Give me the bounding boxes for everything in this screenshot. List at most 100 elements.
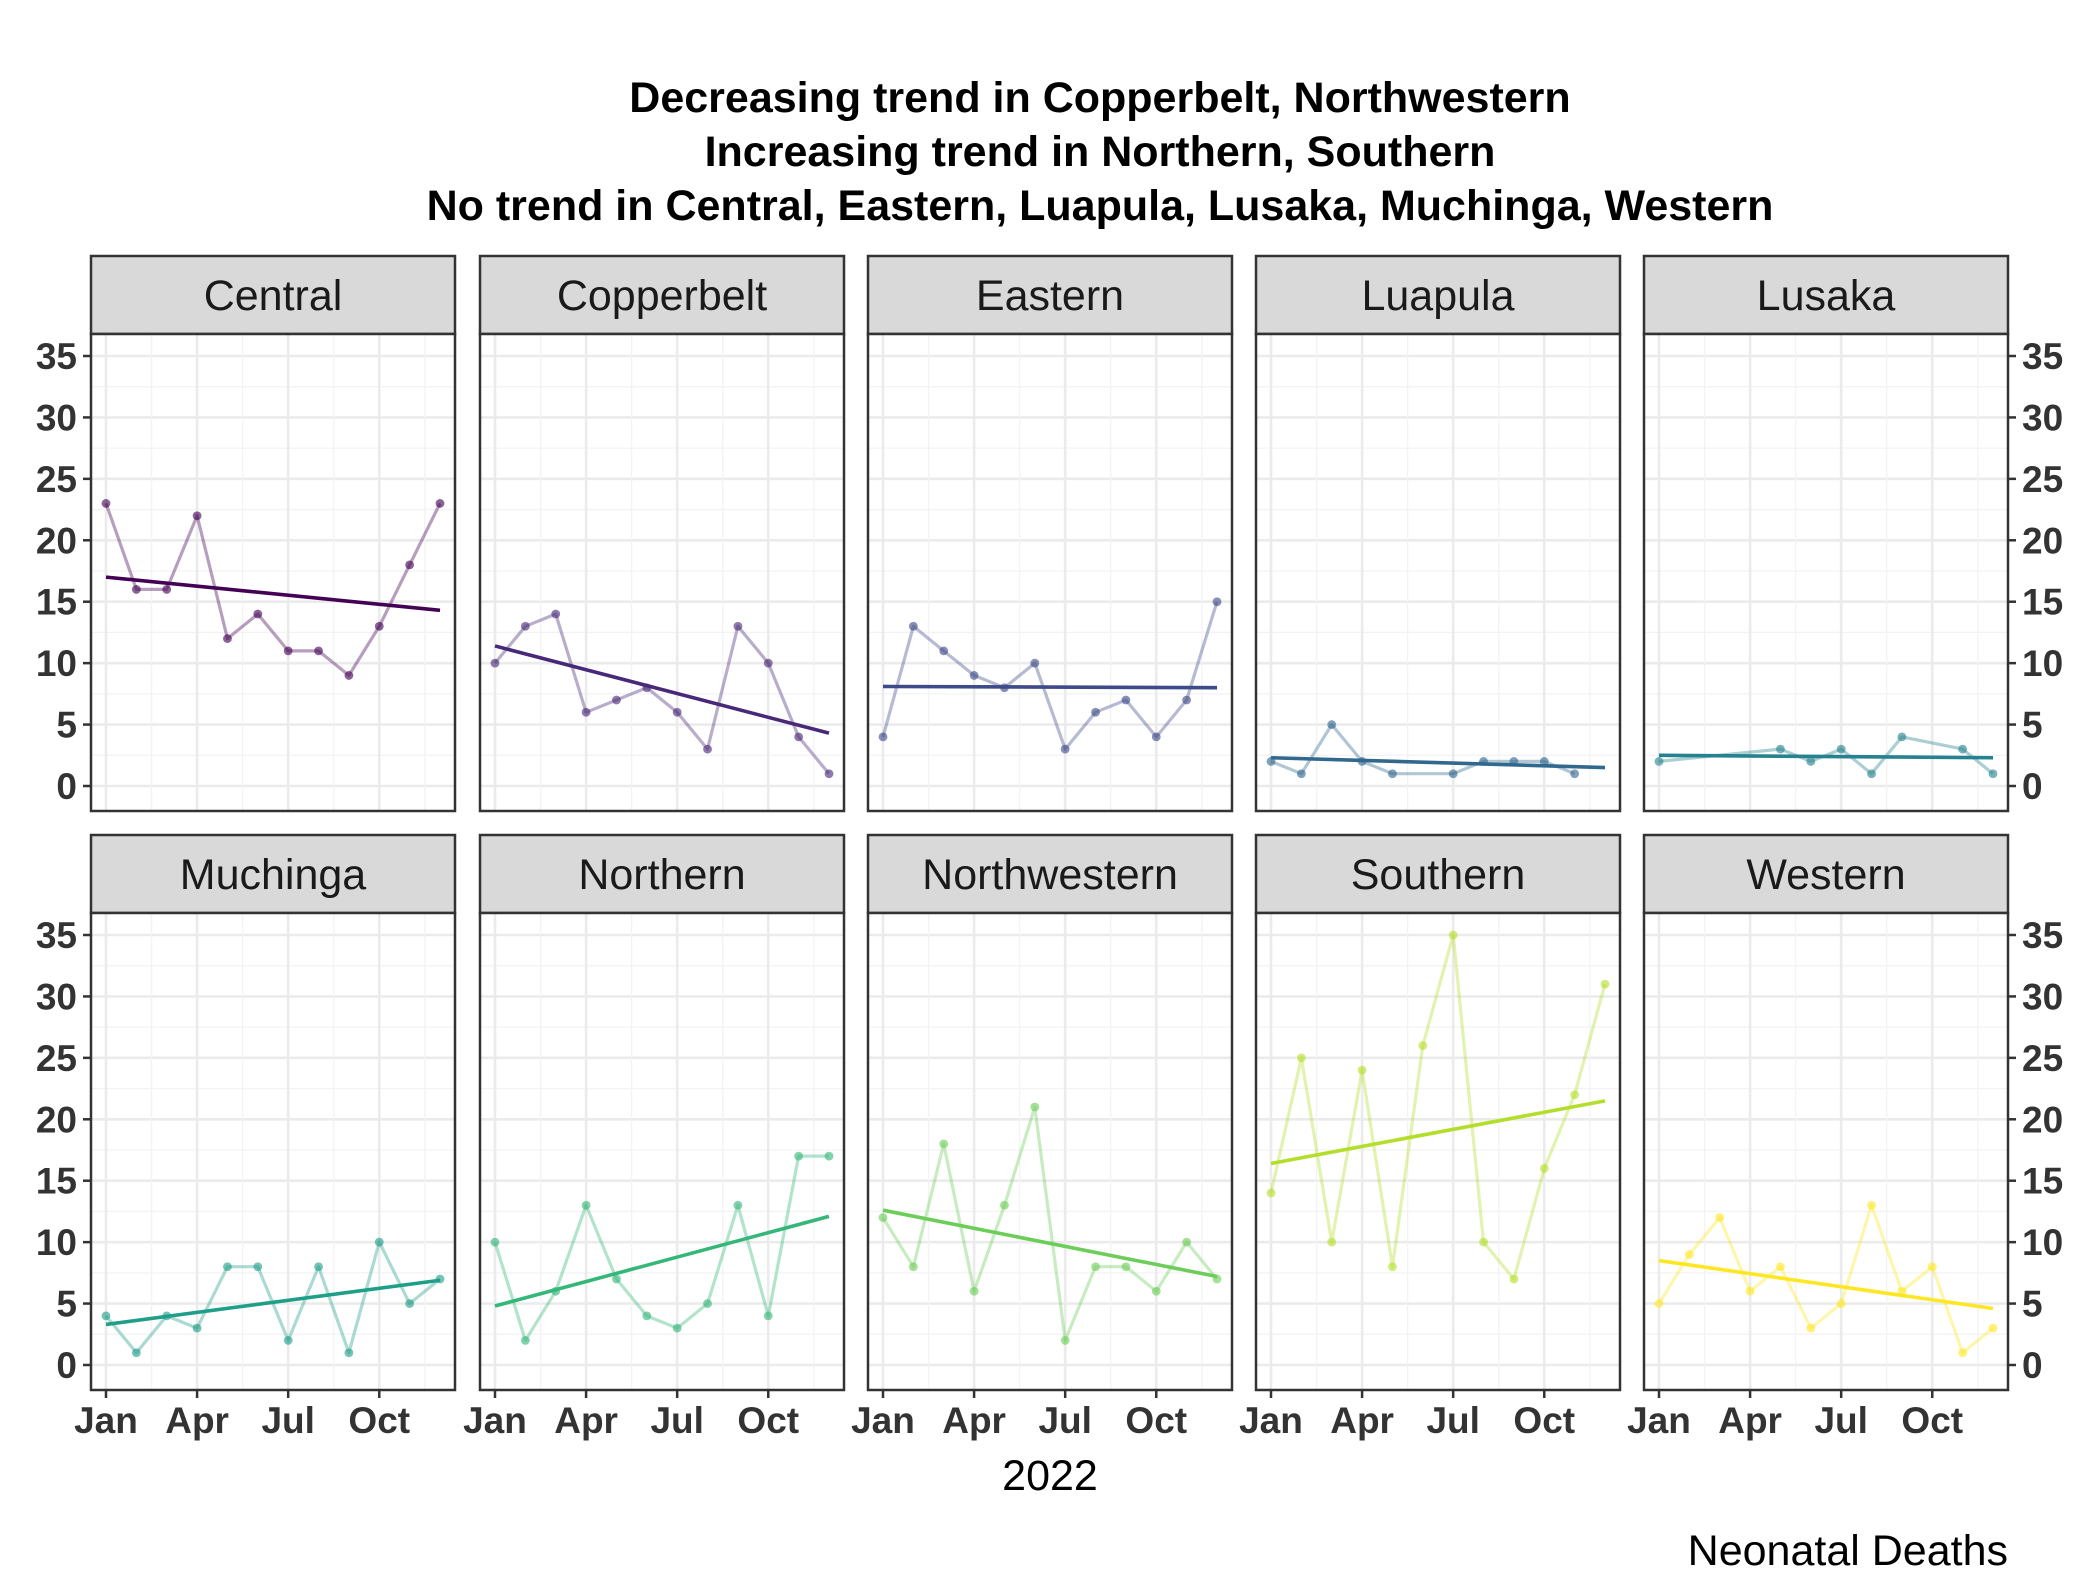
strip-label-luapula: Luapula: [1361, 272, 1514, 320]
panel-western: Western 0 5 10 15 20 25 30 35 Jan Apr Jul Oct: [1627, 833, 2063, 1441]
y-tick-label-right: 25: [2022, 1038, 2063, 1079]
series-line-eastern: [881, 601, 1219, 751]
trend-line-northern: [494, 1214, 830, 1308]
data-point-central-11: [405, 560, 415, 570]
y-tick-label-right: 15: [2022, 582, 2063, 623]
data-point-eastern-7: [1060, 744, 1070, 754]
x-tick-label-oct: Oct: [1901, 1400, 1963, 1441]
data-point-luapula-4: [1357, 757, 1367, 766]
data-point-copperbelt-3: [551, 609, 561, 619]
y-tick-label-right: 5: [2022, 705, 2043, 746]
data-point-luapula-9: [1509, 757, 1519, 766]
data-point-lusaka-12: [1988, 769, 1998, 779]
data-point-copperbelt-6: [642, 683, 652, 693]
strip-label-central: Central: [204, 272, 343, 320]
strip-label-southern: Southern: [1351, 851, 1526, 899]
data-point-northern-9: [733, 1200, 743, 1210]
data-point-northern-3: [551, 1286, 561, 1296]
data-point-lusaka-1: [1654, 757, 1664, 766]
trend-line-western: [1658, 1258, 1994, 1311]
data-point-muchinga-6: [253, 1262, 263, 1272]
panel-background-copperbelt: [480, 334, 844, 811]
panel-southern: Southern Jan Apr Jul Oct: [1239, 833, 1622, 1441]
strip-muchinga: [89, 833, 457, 915]
data-point-luapula-2: [1296, 769, 1306, 779]
data-point-northwestern-10: [1151, 1286, 1161, 1296]
data-point-central-7: [283, 646, 293, 656]
x-tick-label-jan: Jan: [1627, 1400, 1691, 1441]
panel-border-northern: [478, 911, 846, 1392]
data-point-southern-9: [1509, 1274, 1519, 1284]
data-point-copperbelt-5: [612, 695, 621, 705]
strip-label-western: Western: [1746, 851, 1905, 899]
y-tick-label-left: 5: [56, 705, 77, 746]
data-point-western-8: [1867, 1200, 1876, 1210]
data-point-central-6: [253, 609, 263, 619]
data-point-luapula-7: [1448, 769, 1458, 779]
caption: Neonatal Deaths: [1688, 1527, 2008, 1575]
data-point-northwestern-2: [908, 1262, 918, 1272]
facet-panels: Central 0 5 10 15 20 25 30 35 Copperbelt Eastern Lu…: [36, 254, 2063, 1441]
data-point-southern-8: [1479, 1237, 1488, 1247]
panel-luapula: Luapula: [1254, 254, 1622, 813]
strip-label-copperbelt: Copperbelt: [557, 272, 767, 320]
y-tick-label-left: 30: [36, 397, 77, 438]
data-point-southern-12: [1600, 979, 1610, 989]
data-point-western-12: [1988, 1323, 1998, 1333]
series-line-northern: [493, 1154, 829, 1343]
data-point-luapula-8: [1479, 757, 1488, 766]
data-point-luapula-11: [1570, 769, 1580, 779]
data-point-southern-2: [1296, 1053, 1306, 1063]
data-point-northwestern-8: [1091, 1262, 1100, 1272]
y-tick-label-right: 10: [2022, 643, 2063, 684]
data-point-northern-8: [703, 1299, 712, 1308]
title-line-2: Increasing trend in Northern, Southern: [705, 128, 1496, 176]
data-point-central-3: [162, 585, 172, 594]
data-point-muchinga-8: [314, 1262, 323, 1272]
panel-eastern: Eastern: [866, 254, 1234, 813]
data-point-copperbelt-7: [672, 707, 682, 717]
x-tick-label-jan: Jan: [1239, 1400, 1303, 1441]
data-point-central-10: [374, 621, 384, 631]
panel-background-northern: [480, 913, 844, 1390]
x-tick-label-jan: Jan: [463, 1400, 527, 1441]
data-point-western-7: [1836, 1299, 1846, 1308]
data-point-northern-11: [794, 1151, 804, 1161]
x-tick-label-jul: Jul: [650, 1400, 703, 1441]
y-tick-label-left: 25: [36, 1038, 77, 1079]
x-tick-label-apr: Apr: [554, 1400, 618, 1441]
strip-label-muchinga: Muchinga: [180, 851, 367, 899]
data-point-luapula-3: [1327, 720, 1337, 729]
y-tick-label-right: 20: [2022, 520, 2063, 561]
y-tick-label-right: 30: [2022, 397, 2063, 438]
panel-muchinga: Muchinga 0 5 10 15 20 25 30 35 Jan Apr Jul Oct: [36, 833, 457, 1441]
y-tick-label-right: 0: [2022, 766, 2043, 807]
data-point-luapula-5: [1388, 769, 1397, 779]
data-point-southern-1: [1266, 1188, 1276, 1198]
data-point-luapula-1: [1266, 757, 1276, 766]
data-point-northwestern-6: [1030, 1102, 1040, 1112]
trend-line-northwestern: [882, 1208, 1218, 1279]
x-tick-label-oct: Oct: [737, 1400, 799, 1441]
y-tick-label-right: 5: [2022, 1284, 2043, 1325]
y-tick-label-right: 15: [2022, 1161, 2063, 1202]
x-tick-label-jul: Jul: [1426, 1400, 1479, 1441]
data-point-northern-7: [672, 1323, 682, 1333]
data-point-central-2: [131, 585, 141, 594]
data-point-southern-7: [1448, 930, 1458, 940]
y-tick-label-right: 35: [2022, 336, 2063, 377]
series-line-lusaka: [1658, 735, 1995, 776]
data-point-copperbelt-2: [520, 621, 530, 631]
data-point-eastern-9: [1121, 695, 1131, 705]
data-point-eastern-3: [939, 646, 949, 656]
strip-central: [89, 254, 457, 336]
y-tick-label-left: 15: [36, 582, 77, 623]
data-point-central-9: [344, 671, 354, 680]
data-point-western-9: [1897, 1286, 1907, 1296]
data-point-northern-4: [581, 1200, 591, 1210]
data-point-northern-10: [763, 1311, 773, 1321]
strip-eastern: [866, 254, 1234, 336]
y-tick-label-right: 10: [2022, 1222, 2063, 1263]
strip-western: [1642, 833, 2010, 915]
